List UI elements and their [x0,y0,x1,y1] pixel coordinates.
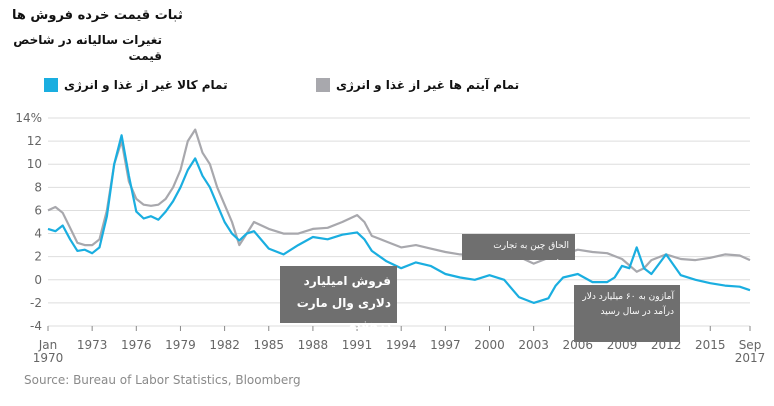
x-tick-label: 1982 [209,338,240,352]
x-tick-label: 2003 [518,338,549,352]
annotation-china-wto: الحاق چین به تجارت جهانی [462,234,575,269]
y-tick-label: 8 [34,180,42,194]
x-tick-label: 2015 [695,338,726,352]
x-tick-label: 1991 [342,338,373,352]
x-tick-label: 2000 [474,338,505,352]
source-note: Source: Bureau of Labor Statistics, Bloo… [24,373,301,387]
legend-item-goods: تمام کالا غیر از غذا و انرژی [44,78,228,92]
x-tick-label-year: 2017 [735,351,766,365]
y-tick-label: -2 [30,296,42,310]
y-tick-label: 2 [34,250,42,264]
y-tick-label: 12 [27,134,42,148]
y-tick-label: 14% [15,111,42,125]
y-tick-label: 0 [34,273,42,287]
legend-item-all-items: تمام آیتم ها غیر از غذا و انرژی [316,78,519,92]
y-tick-label: 6 [34,203,42,217]
annotation-amazon: آمازون به ۶۰ میلیارد دلار درآمد در سال ر… [574,285,680,342]
series-lines [47,128,751,304]
y-axis-ticks: 14% 12 10 8 6 4 2 0 -2 -4 [15,111,42,333]
annotation-walmart: فروش امیلیارد دلاری وال مارت درهفته [280,266,397,332]
x-tick-label: Sep [739,338,762,352]
x-tick-label: 1979 [165,338,196,352]
x-tick-label: Jan [38,338,58,352]
chart-subtitle: تغیرات سالیانه در شاخص قیمت [13,33,162,63]
series-line-goods [47,134,751,304]
legend-label-goods: تمام کالا غیر از غذا و انرژی [64,78,228,92]
y-tick-label: 4 [34,227,42,241]
legend-swatch-goods [44,78,58,92]
x-tick-label-year: 1970 [33,351,64,365]
x-tick-label: 1973 [77,338,108,352]
x-tick-label: 1988 [298,338,329,352]
y-tick-label: -4 [30,319,42,333]
x-tick-label: 1976 [121,338,152,352]
chart-title: ثبات قیمت خرده فروش ها [12,8,183,23]
x-tick-label: 1994 [386,338,417,352]
x-tick-label: 1985 [253,338,284,352]
x-tick-label: 1997 [430,338,461,352]
y-tick-label: 10 [27,157,42,171]
legend-swatch-all-items [316,78,330,92]
legend-label-all-items: تمام آیتم ها غیر از غذا و انرژی [336,78,520,92]
series-line-all-items [47,128,751,273]
